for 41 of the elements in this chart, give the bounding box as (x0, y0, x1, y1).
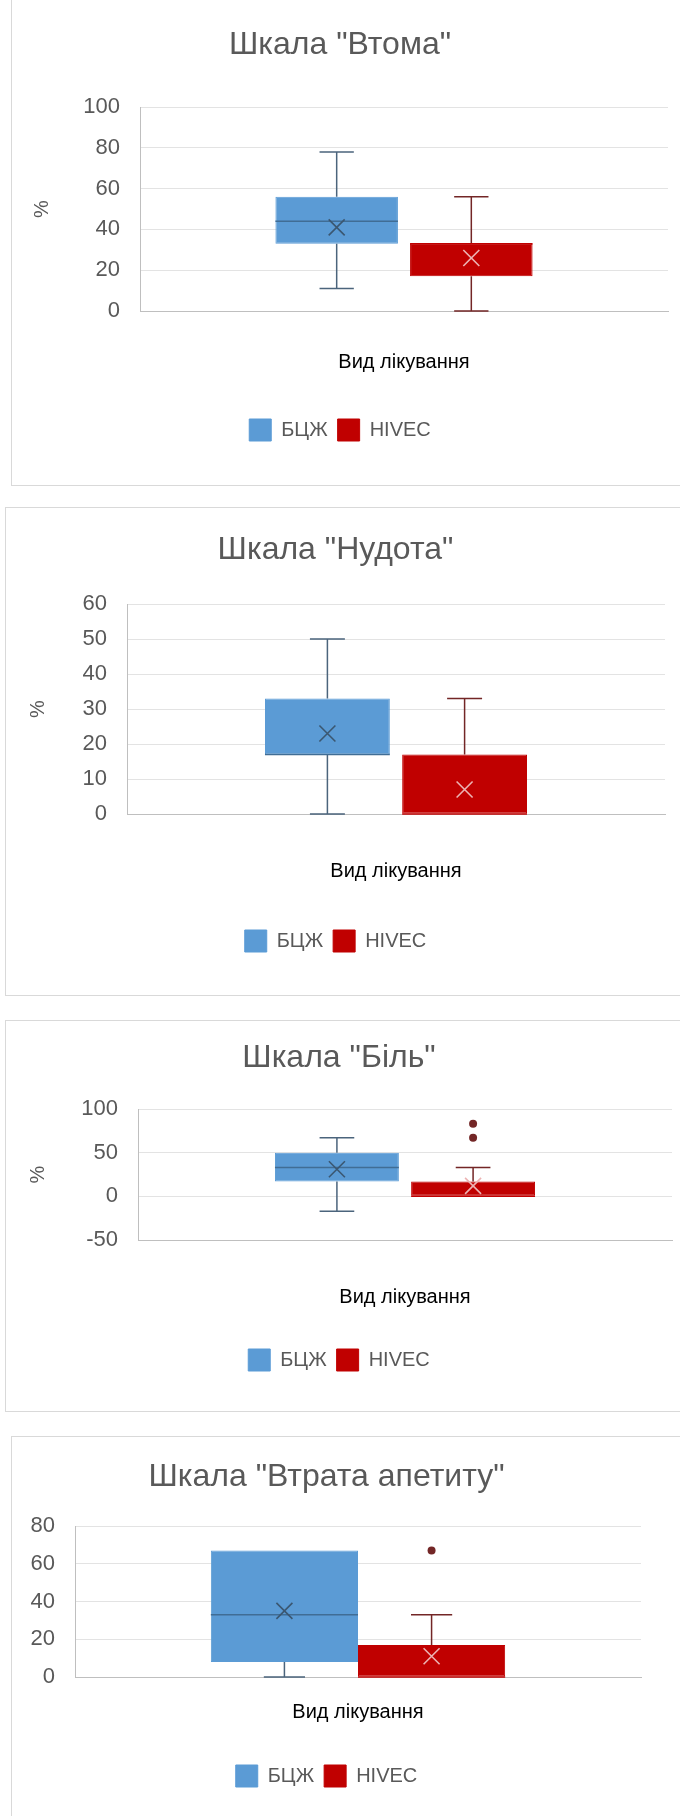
x-axis-title: Вид лікування (292, 1699, 424, 1722)
y-axis-title: % (25, 699, 48, 718)
y-tick-label: 50 (93, 1138, 118, 1164)
y-tick-label: 40 (95, 215, 120, 241)
y-tick-label: 50 (82, 625, 107, 651)
legend-label: БЦЖ (280, 1347, 328, 1370)
y-tick-label: 30 (82, 695, 107, 721)
y-tick-label: 10 (82, 765, 107, 791)
y-tick-label: 100 (83, 93, 120, 119)
legend-label: БЦЖ (281, 417, 329, 440)
y-tick-label: 60 (95, 174, 120, 200)
legend-label: HIVEC (368, 1347, 430, 1370)
chart-title: Шкала "Втрата апетиту" (148, 1456, 505, 1493)
legend-label: БЦЖ (267, 1763, 315, 1786)
y-tick-label: 40 (30, 1587, 55, 1613)
y-tick-label: 0 (42, 1663, 55, 1689)
y-tick-label: 60 (82, 590, 107, 616)
legend-label: HIVEC (369, 417, 431, 440)
y-tick-label: 0 (105, 1182, 118, 1208)
legend-label: HIVEC (365, 928, 427, 951)
y-tick-label: 0 (107, 297, 120, 323)
y-tick-label: 20 (95, 256, 120, 282)
y-tick-label: 0 (94, 800, 107, 826)
y-tick-label: 20 (82, 730, 107, 756)
y-axis-title: % (29, 199, 52, 218)
y-tick-label: 80 (30, 1512, 55, 1538)
chart-title: Шкала "Втома" (228, 24, 452, 61)
y-tick-label: -50 (86, 1226, 118, 1252)
legend-label: HIVEC (356, 1763, 418, 1786)
y-tick-label: 100 (81, 1095, 118, 1121)
y-axis-title: % (25, 1165, 48, 1184)
y-tick-label: 60 (30, 1549, 55, 1575)
x-axis-title: Вид лікування (338, 349, 470, 372)
chart-title: Шкала "Нудота" (217, 529, 454, 566)
chart-title: Шкала "Біль" (242, 1037, 436, 1074)
y-tick-label: 40 (82, 660, 107, 686)
legend-label: БЦЖ (276, 928, 324, 951)
y-tick-label: 20 (30, 1625, 55, 1651)
y-tick-label: 80 (95, 133, 120, 159)
x-axis-title: Вид лікування (339, 1284, 471, 1307)
x-axis-title: Вид лікування (330, 858, 462, 881)
